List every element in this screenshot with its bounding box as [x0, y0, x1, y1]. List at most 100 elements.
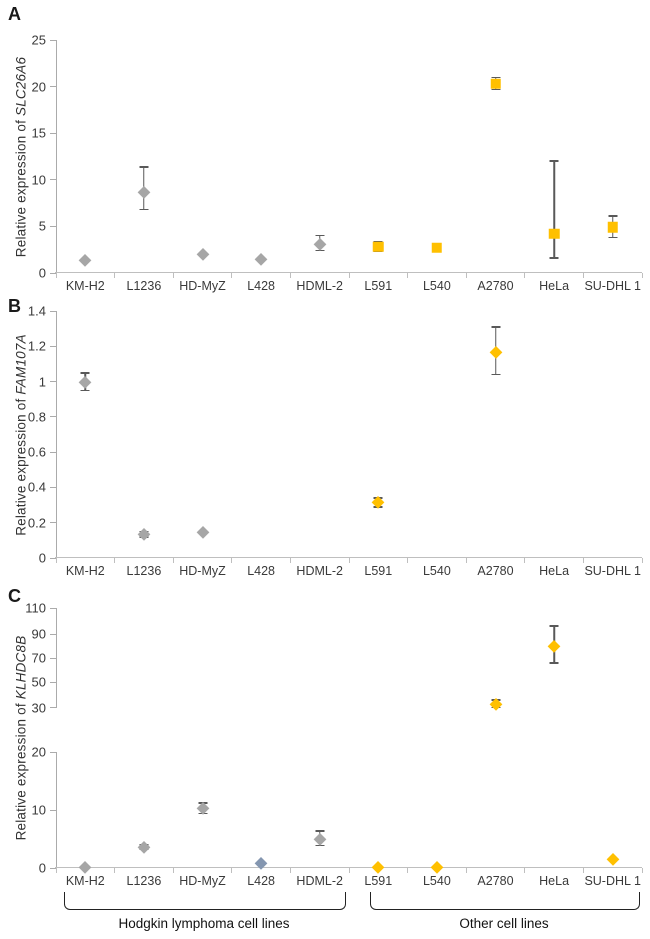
error-bar-cap-top — [373, 240, 383, 243]
y-axis-tick — [50, 557, 56, 559]
error-bar-cap-top — [139, 166, 149, 168]
y-axis-tick — [50, 809, 56, 811]
y-axis-tick — [50, 345, 56, 347]
y-axis-tick — [50, 39, 56, 41]
x-axis-tick — [465, 868, 467, 873]
y-axis-tick — [50, 225, 56, 227]
y-axis-line — [56, 311, 57, 558]
x-axis-line — [55, 557, 642, 558]
x-axis-tick — [114, 868, 116, 873]
error-bar-cap-top — [549, 160, 559, 162]
category-label: L428 — [247, 279, 275, 293]
x-axis-tick — [465, 273, 467, 278]
data-point-marker — [313, 238, 326, 251]
y-axis-tick-label: 5 — [38, 218, 46, 234]
y-axis-tick-label: 0.4 — [27, 479, 46, 495]
y-axis-line — [56, 608, 57, 708]
y-axis-tick-label: 0.6 — [27, 444, 46, 460]
category-label: L591 — [364, 564, 393, 578]
y-axis-tick-label: 110 — [25, 600, 46, 616]
y-axis-tick-label: 0 — [38, 860, 46, 876]
data-point-marker — [489, 345, 502, 358]
category-label: KM-H2 — [65, 279, 105, 293]
category-label: A2780 — [477, 564, 514, 578]
y-axis-tick-label: 1.2 — [27, 338, 46, 354]
data-point-marker — [430, 861, 443, 874]
other-group-label: Other cell lines — [459, 916, 549, 931]
y-axis-tick — [50, 633, 56, 635]
y-axis-tick — [50, 86, 56, 88]
data-point-marker — [490, 78, 501, 90]
category-label: HDML-2 — [296, 874, 343, 888]
x-axis-tick — [172, 558, 174, 563]
x-axis-tick — [172, 868, 174, 873]
x-axis-tick — [231, 558, 233, 563]
data-point-marker — [373, 241, 384, 253]
error-bar-cap-bottom — [315, 249, 325, 252]
x-axis-tick — [582, 558, 584, 563]
x-axis-tick — [348, 868, 350, 873]
x-axis-tick — [172, 273, 174, 278]
y-axis-tick-label: 15 — [31, 125, 46, 141]
y-axis-tick — [50, 751, 56, 753]
y-axis-tick-label: 20 — [31, 79, 46, 95]
category-label: KM-H2 — [65, 564, 105, 578]
error-bar-cap-bottom — [491, 373, 500, 376]
category-label: L1236 — [126, 874, 162, 888]
y-axis-line — [56, 752, 57, 868]
x-axis-tick — [231, 273, 233, 278]
category-label: L1236 — [126, 279, 162, 293]
error-bar-cap-top — [491, 326, 500, 328]
category-label: L540 — [422, 874, 451, 888]
x-axis-tick — [524, 558, 526, 563]
error-bar-cap-bottom — [315, 844, 325, 847]
x-axis-tick — [641, 273, 643, 278]
category-label: KM-H2 — [65, 874, 105, 888]
y-axis-tick — [50, 867, 56, 869]
x-axis-tick — [407, 273, 409, 278]
y-axis-title-b: Relative expression of FAM107A — [14, 334, 29, 536]
y-axis-tick — [50, 179, 56, 181]
error-bar-cap-top — [608, 215, 618, 217]
category-label: L591 — [364, 874, 393, 888]
error-bar-cap-top — [549, 625, 559, 627]
plot-area-a: 0 5 10 15 20 25 KM-H2 L1236 HD-MyZ L428 HDML-2 L591… — [32, 34, 643, 292]
hodgkin-group-bracket — [64, 892, 346, 910]
data-point-marker — [548, 228, 560, 240]
data-point-marker — [79, 375, 92, 388]
data-point-marker — [137, 841, 150, 854]
x-axis-tick — [348, 273, 350, 278]
category-label: L428 — [247, 564, 275, 578]
panel-letter-a: A — [8, 4, 21, 24]
category-label: L591 — [364, 279, 393, 293]
y-axis-tick-label: 20 — [31, 744, 46, 760]
data-point-marker — [137, 185, 150, 198]
gene-name-klhdc8b: KLHDC8B — [13, 635, 29, 700]
x-axis-tick — [289, 558, 291, 563]
x-axis-tick — [231, 868, 233, 873]
plot-area-c: 0 10 20 30 50 70 90 110 KM-H2 L1236 HD-MyZ L428 HDML… — [25, 602, 643, 887]
y-axis-tick-label: 70 — [31, 650, 46, 666]
y-axis-tick-label: 50 — [31, 674, 46, 690]
data-point-marker — [548, 640, 561, 653]
other-group-bracket — [370, 892, 640, 910]
category-label: HD-MyZ — [179, 279, 226, 293]
error-bar-cap-bottom — [139, 208, 149, 211]
error-bar-cap-top — [491, 76, 500, 79]
data-point-marker — [607, 222, 618, 233]
y-axis-tick — [50, 607, 56, 609]
x-axis-tick — [348, 558, 350, 563]
x-axis-tick — [55, 558, 57, 563]
y-axis-tick — [50, 522, 56, 524]
category-label: L428 — [247, 874, 275, 888]
y-axis-tick — [50, 451, 56, 453]
category-label: HeLa — [539, 564, 570, 578]
y-axis-tick-label: 1 — [38, 374, 46, 390]
data-point-marker — [431, 242, 443, 254]
error-bar-cap-bottom — [549, 257, 559, 259]
category-label: L540 — [422, 564, 451, 578]
y-axis-tick — [50, 681, 56, 683]
plot-area-b: 0 0.2 0.4 0.6 0.8 1 1.2 1.4 KM-H2 L1236 HD-MyZ L428… — [28, 305, 643, 577]
x-axis-line — [55, 272, 642, 273]
error-bar-cap-bottom — [608, 236, 618, 239]
